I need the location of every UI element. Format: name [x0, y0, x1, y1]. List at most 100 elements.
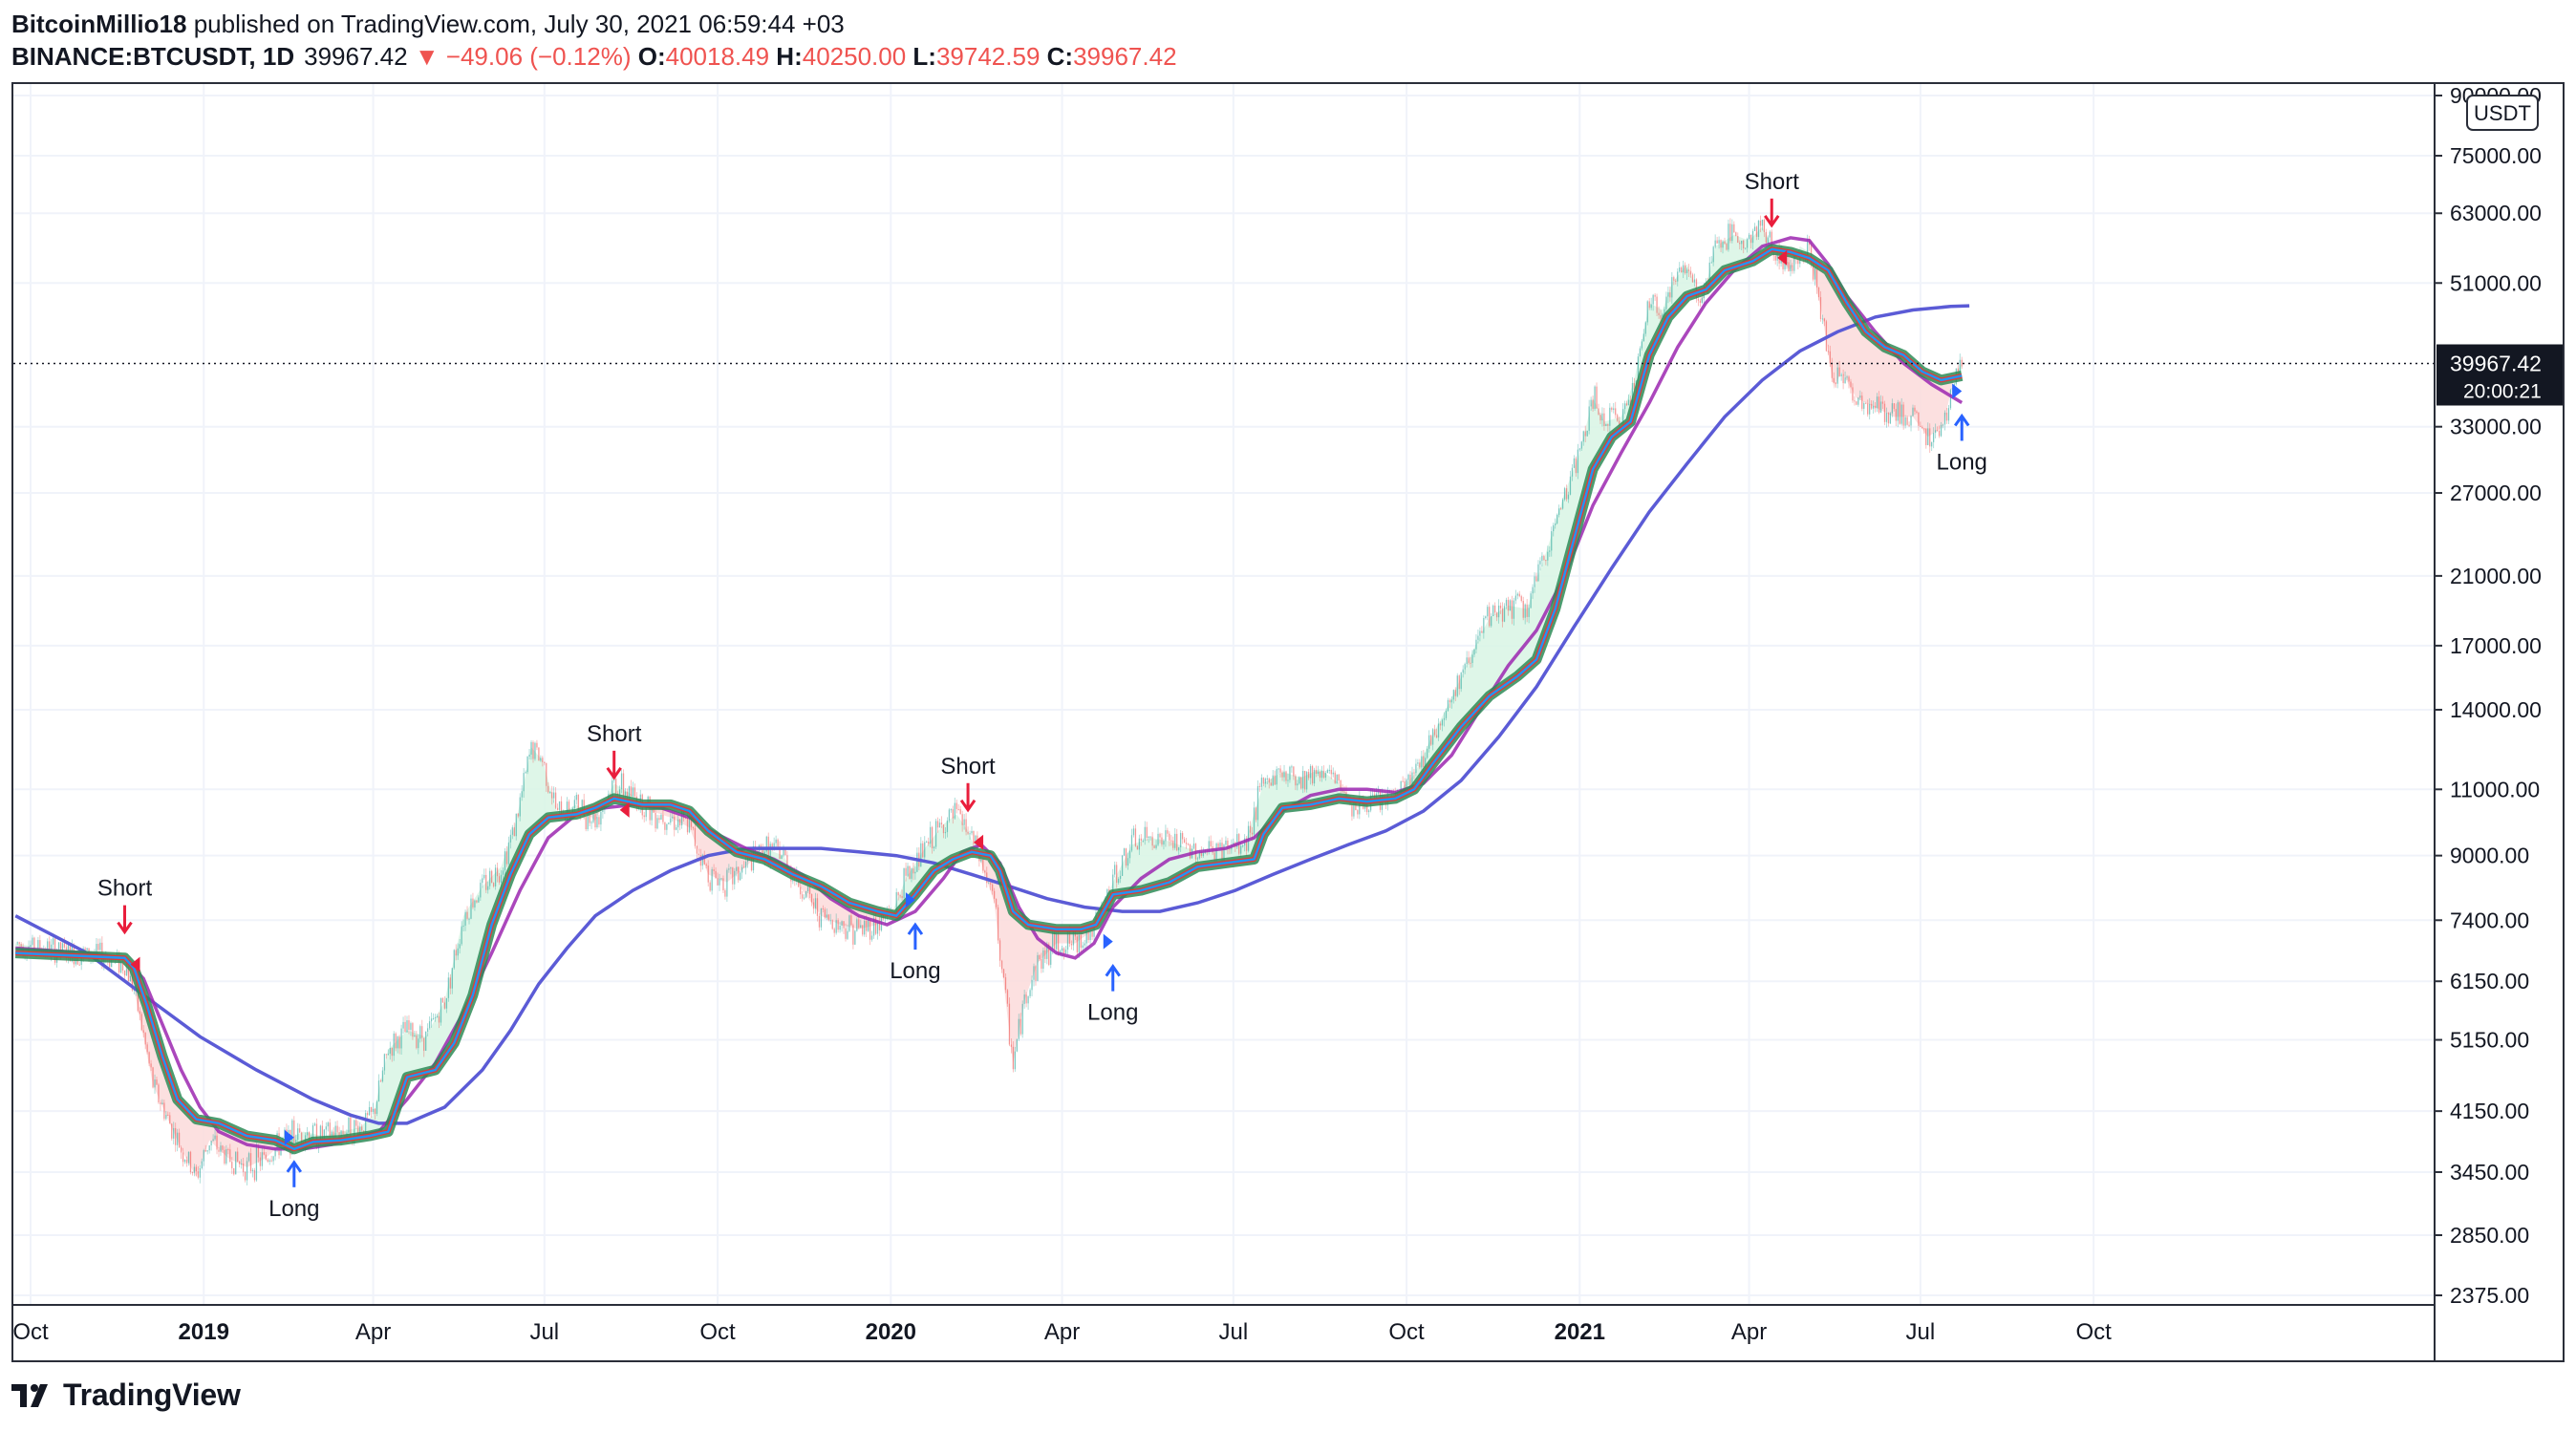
candle-up [201, 1161, 203, 1168]
candle-down [1343, 791, 1345, 793]
candle-down [542, 758, 544, 762]
candle-down [1357, 810, 1359, 815]
candle-down [163, 1102, 165, 1120]
candle-up [1821, 318, 1824, 320]
low-value: 39742.59 [935, 42, 1041, 71]
candle-down [1945, 412, 1948, 421]
author-name[interactable]: BitcoinMillio18 [11, 10, 187, 38]
candle-up [1066, 930, 1069, 950]
currency-badge[interactable]: USDT [2466, 95, 2539, 131]
candle-up [1174, 833, 1176, 848]
candle-up [1196, 858, 1199, 860]
candle-up [1042, 950, 1044, 970]
candle-up [1089, 930, 1091, 941]
candle-up [805, 891, 807, 898]
candle-up [327, 1122, 329, 1127]
candle-up [1714, 240, 1716, 247]
candle-down [684, 818, 687, 820]
band-blue-line [15, 247, 1963, 1151]
time-tick-label: Oct [13, 1319, 49, 1345]
long-signal: Long [1937, 383, 1987, 475]
candle-up [37, 940, 39, 950]
candle-down [546, 762, 547, 786]
candle-down [121, 961, 124, 972]
candle-up [620, 773, 623, 790]
candle-down [760, 844, 762, 847]
candle-down [865, 920, 868, 931]
candle-down [391, 1047, 393, 1057]
candle-up [1219, 843, 1221, 848]
candle-down [237, 1151, 239, 1162]
candle-down [1788, 262, 1790, 272]
candle-up [1138, 838, 1141, 850]
candle-up [590, 822, 592, 823]
candle-down [707, 865, 709, 883]
candle-up [1456, 675, 1458, 696]
candle-up [1031, 979, 1033, 991]
candle-down [738, 866, 740, 881]
candle-down [142, 1030, 144, 1034]
candle-up [1428, 735, 1430, 749]
candle-up [950, 809, 953, 811]
band-outer-line [14, 244, 1964, 1155]
candle-up [1931, 441, 1933, 447]
tradingview-brand[interactable]: TradingView [11, 1378, 241, 1413]
candle-down [1300, 777, 1302, 789]
candle-up [457, 948, 459, 956]
candle-down [1729, 224, 1731, 242]
candle-up [1163, 841, 1165, 845]
time-tick-label: Apr [1731, 1319, 1767, 1345]
candle-down [547, 785, 549, 793]
candle-up [1313, 769, 1316, 784]
last-price-tag: 39967.42 20:00:21 [2436, 344, 2563, 406]
candle-up [666, 823, 668, 830]
candle-up [1889, 413, 1892, 424]
short-signal: Short [1745, 169, 1799, 266]
candle-down [959, 809, 961, 815]
chart-panel[interactable]: Short Long Short Long Short Long Short Long 9000… [11, 82, 2565, 1362]
candle-down [1526, 604, 1528, 617]
candle-down [1575, 458, 1578, 474]
candle-down [585, 817, 587, 830]
candle-up [867, 920, 869, 931]
candle-up [660, 815, 662, 821]
candle-down [350, 1117, 352, 1141]
candle-up [268, 1160, 270, 1163]
candle-up [1784, 263, 1786, 269]
candle-up [1940, 424, 1943, 437]
candle-up [914, 871, 916, 874]
candle-up [1505, 599, 1508, 607]
candle-down [922, 843, 924, 858]
price-chart[interactable]: Short Long Short Long Short Long Short Long 9000… [13, 84, 2563, 1360]
candle-up [1567, 494, 1570, 500]
candle-up [1477, 635, 1479, 640]
candle-up [247, 1153, 250, 1162]
candle-down [1918, 413, 1920, 426]
candle-up [558, 801, 561, 810]
candle-down [158, 1084, 160, 1103]
candle-down [800, 886, 802, 895]
candle-up [52, 938, 54, 945]
candle-down [1716, 240, 1718, 244]
change-arrow-icon: ▼ [414, 42, 440, 71]
candle-up [1840, 374, 1842, 377]
candle-down [1181, 833, 1184, 840]
candle-up [1623, 403, 1626, 410]
candle-up [1652, 294, 1654, 305]
candle-down [1402, 780, 1404, 782]
candle-down [816, 898, 819, 916]
candle-up [841, 921, 843, 926]
candle-up [1061, 948, 1063, 951]
short-label: Short [940, 754, 996, 780]
candle-up [1483, 618, 1485, 633]
candle-up [1400, 780, 1402, 795]
candle-down [653, 807, 655, 813]
candle-down [952, 809, 954, 819]
candle-up [1165, 830, 1167, 842]
long-marker-icon [905, 892, 915, 908]
candle-down [1048, 944, 1050, 965]
symbol-label[interactable]: BINANCE:BTCUSDT, 1D [11, 42, 295, 71]
candle-down [1419, 762, 1421, 768]
candle-up [1084, 943, 1085, 946]
candle-up [1471, 654, 1473, 664]
